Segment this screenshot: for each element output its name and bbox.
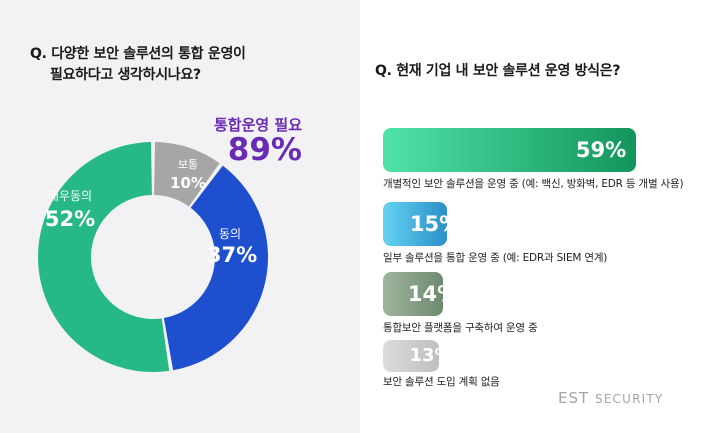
- donut-question-line1: Q. 다양한 보안 솔루션의 통합 운영이: [30, 46, 246, 62]
- bar-2: [383, 272, 443, 316]
- bar-value-0: 59%: [575, 138, 627, 162]
- brand-main: EST: [558, 389, 590, 407]
- donut-slice-value-1: 37%: [207, 243, 257, 267]
- bar-question: Q. 현재 기업 내 보안 솔루션 운영 방식은?: [375, 63, 621, 79]
- bar-value-1: 15%: [409, 212, 461, 236]
- donut-slice-1: [163, 165, 268, 371]
- brand-sub: SECURITY: [594, 392, 664, 406]
- donut-slice-label-2: 매우동의: [48, 189, 92, 203]
- donut-slice-label-0: 보통: [178, 158, 198, 171]
- brand-logo: EST SECURITY: [558, 389, 663, 407]
- bar-0: [383, 128, 636, 172]
- bar-caption-2: 통합보안 플랫폼을 구축하여 운영 중: [383, 322, 538, 334]
- donut-slice-label-1: 동의: [219, 227, 241, 241]
- bar-caption-3: 보안 솔루션 도입 계획 없음: [383, 376, 500, 388]
- donut-question-line2: 필요하다고 생각하시나요?: [50, 67, 201, 83]
- bar-1: [383, 202, 447, 246]
- integration-need-label: 통합운영 필요: [213, 116, 302, 134]
- bar-value-3: 13%: [409, 345, 453, 366]
- integration-need-value: 89%: [227, 132, 302, 168]
- donut-slice-value-0: 10%: [170, 174, 206, 192]
- donut-slice-2: [37, 142, 170, 373]
- bar-caption-1: 일부 솔루션을 통합 운영 중 (예: EDR과 SIEM 연계): [383, 252, 608, 264]
- bar-caption-0: 개별적인 보안 솔루션을 운영 중 (예: 백신, 방화벽, EDR 등 개별 …: [383, 178, 684, 190]
- donut-slice-value-2: 52%: [45, 207, 95, 231]
- donut-chart: 보통 10% 동의 37% 매우동의 52%: [37, 142, 268, 373]
- donut-slice-0: [154, 142, 220, 207]
- bar-3: [383, 340, 439, 372]
- donut-question: Q. 다양한 보안 솔루션의 통합 운영이 필요하다고 생각하시나요?: [30, 44, 350, 86]
- bar-value-2: 14%: [407, 282, 459, 306]
